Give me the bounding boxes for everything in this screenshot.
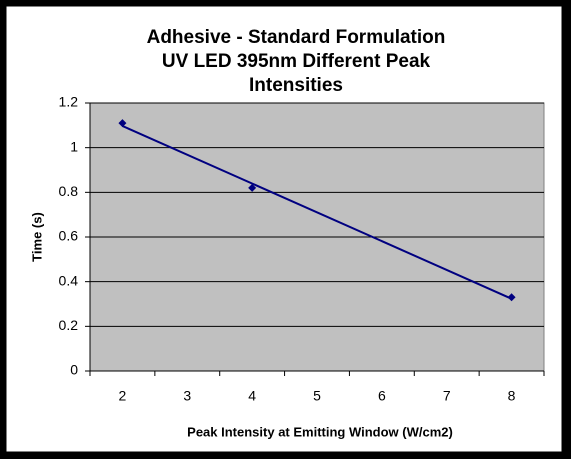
x-axis-title: Peak Intensity at Emitting Window (W/cm2… [187, 424, 453, 439]
y-axis-title: Time (s) [29, 212, 44, 262]
x-tick-label: 4 [248, 388, 256, 404]
x-tick-label: 7 [443, 388, 451, 404]
x-tick-label: 2 [119, 388, 127, 404]
marker [248, 183, 257, 192]
marker [118, 119, 127, 128]
x-tick-label: 8 [508, 388, 516, 404]
x-tick-label: 5 [313, 388, 321, 404]
x-tick-label: 3 [183, 388, 191, 404]
chart-title: Intensities [249, 75, 343, 96]
y-tick-label: 0.2 [59, 317, 79, 333]
y-tick-label: 0.6 [59, 228, 79, 244]
x-tick-label: 6 [378, 388, 386, 404]
marker [507, 293, 516, 302]
y-tick-label: 0.8 [59, 183, 79, 199]
y-tick-label: 1.2 [59, 94, 79, 110]
y-tick-label: 1 [70, 138, 78, 154]
chart-title: UV LED 395nm Different Peak [162, 51, 431, 72]
trendline [122, 125, 512, 300]
y-tick-label: 0.4 [59, 272, 79, 288]
y-tick-label: 0 [70, 362, 78, 378]
chart-title: Adhesive - Standard Formulation [147, 27, 446, 48]
